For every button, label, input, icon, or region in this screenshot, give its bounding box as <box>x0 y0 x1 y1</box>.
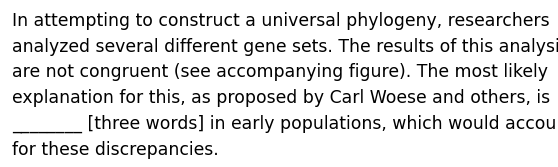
Text: ________ [three words] in early populations, which would account: ________ [three words] in early populati… <box>12 115 558 133</box>
Text: explanation for this, as proposed by Carl Woese and others, is: explanation for this, as proposed by Car… <box>12 89 550 107</box>
Text: for these discrepancies.: for these discrepancies. <box>12 141 219 159</box>
Text: analyzed several different gene sets. The results of this analysis: analyzed several different gene sets. Th… <box>12 38 558 56</box>
Text: In attempting to construct a universal phylogeny, researchers: In attempting to construct a universal p… <box>12 12 550 30</box>
Text: are not congruent (see accompanying figure). The most likely: are not congruent (see accompanying figu… <box>12 63 549 81</box>
